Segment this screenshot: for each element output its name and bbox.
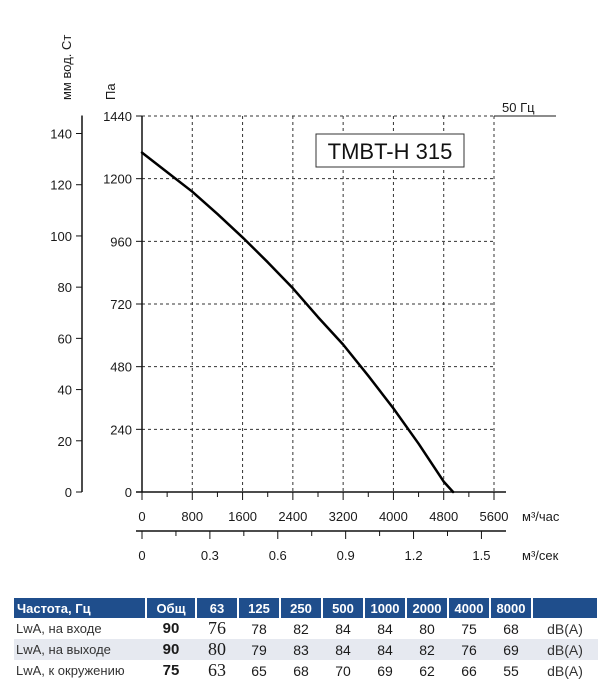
y2-tick-label: 60 [58, 331, 72, 346]
y-tick-label: 1200 [103, 172, 132, 187]
chart-title: TMBT-H 315 [328, 139, 453, 164]
y-tick-label: 0 [125, 485, 132, 500]
x2-tick-label: 0.6 [269, 548, 287, 563]
header-63: 63 [196, 598, 239, 618]
y-axis-title: Па [103, 83, 118, 100]
x2-tick-label: 0.3 [201, 548, 219, 563]
cell-value: 82 [293, 620, 309, 637]
cell-value: 69 [490, 639, 532, 660]
x-axis-m3h: 0 800 1600 2400 3200 4000 4800 5600 [138, 492, 508, 524]
cell-value: 84 [364, 639, 406, 660]
header-2000: 2000 [406, 598, 449, 618]
cell-value: 69 [377, 662, 393, 679]
series-layer [140, 151, 455, 494]
cell-value: 62 [419, 662, 435, 679]
y-tick-label: 960 [110, 234, 132, 249]
y2-tick-label: 100 [50, 229, 72, 244]
cell-value: 65 [251, 662, 267, 679]
cell-value: 68 [293, 662, 309, 679]
table-header-row: Частота, Гц Общ 63 125 250 500 1000 2000… [14, 598, 599, 618]
row-label: LwA, на выходе [14, 639, 146, 660]
cell-unit: dB(A) [547, 662, 583, 679]
y2-tick-label: 0 [65, 485, 72, 500]
cell-value: 75 [461, 620, 477, 637]
cell-total: 90 [146, 639, 196, 660]
row-label: LwA, к окружению [16, 663, 125, 678]
header-125: 125 [238, 598, 281, 618]
x-tick-label: 3200 [329, 509, 358, 524]
cell-value: 55 [503, 662, 519, 679]
x-tick-label: 4800 [429, 509, 458, 524]
header-250: 250 [280, 598, 323, 618]
model-label-box [315, 133, 465, 168]
x-axis-m3s: 0 0.3 0.6 0.9 1.2 1.5 [136, 530, 506, 563]
grid [142, 115, 495, 492]
row-label: LwA, на входе [16, 621, 102, 636]
cell-value: 82 [406, 639, 448, 660]
header-4000: 4000 [448, 598, 491, 618]
x-tick-label: 5600 [480, 509, 509, 524]
table-row: LwA, на выходе 90 80 79 83 84 84 82 76 69 dB(A) [14, 639, 598, 660]
cell-value: 76 [208, 618, 226, 638]
y2-tick-label: 80 [58, 280, 72, 295]
x2-tick-label: 0 [138, 548, 145, 563]
header-total: Общ [146, 598, 197, 618]
fan-curve-chart: 0 240 480 720 960 1200 1440 0 20 40 60 80 100 120 140… [50, 35, 560, 563]
cell-value: 80 [196, 639, 238, 660]
cell-value: 84 [322, 639, 364, 660]
performance-curve [140, 151, 455, 494]
y-tick-label: 720 [110, 297, 132, 312]
y2-tick-label: 40 [58, 383, 72, 398]
cell-total: 90 [162, 620, 180, 637]
x2-tick-label: 1.5 [472, 548, 490, 563]
table-row: LwA, на входе 90 76 78 82 84 84 80 75 68 dB(A) [14, 618, 598, 639]
x-tick-label: 2400 [278, 509, 307, 524]
x2-tick-label: 1.2 [405, 548, 423, 563]
y-axis-pa: 0 240 480 720 960 1200 1440 [103, 109, 142, 500]
cell-unit: dB(A) [547, 620, 583, 637]
cell-value: 66 [461, 662, 477, 679]
cell-value: 63 [208, 660, 226, 680]
y2-tick-label: 20 [58, 434, 72, 449]
table-row: LwA, к окружению 75 63 65 68 70 69 62 66 55 dB(A) [14, 660, 598, 681]
cell-value: 79 [238, 639, 280, 660]
header-500: 500 [322, 598, 365, 618]
y2-tick-label: 120 [50, 178, 72, 193]
y-tick-label: 480 [110, 360, 132, 375]
y-axis-mm: 0 20 40 60 80 100 120 140 [50, 115, 83, 500]
cell-value: 78 [251, 620, 267, 637]
y2-tick-label: 140 [50, 127, 72, 142]
cell-value: 76 [448, 639, 490, 660]
x-tick-label: 1600 [228, 509, 257, 524]
header-frequency: Частота, Гц [14, 598, 147, 618]
cell-total: 75 [162, 662, 180, 679]
cell-value: 70 [335, 662, 351, 679]
cell-value: 80 [419, 620, 435, 637]
sound-spectrum-table: Частота, Гц Общ 63 125 250 500 1000 2000… [14, 598, 599, 681]
cell-value: 84 [335, 620, 351, 637]
x-tick-label: 4000 [379, 509, 408, 524]
cell-value: 83 [280, 639, 322, 660]
frequency-label: 50 Гц [502, 100, 535, 115]
header-8000: 8000 [490, 598, 533, 618]
x2-axis-title: м³/сек [522, 548, 559, 563]
y-tick-label: 1440 [103, 109, 132, 124]
header-1000: 1000 [364, 598, 407, 618]
cell-value: 68 [503, 620, 519, 637]
header-unit [532, 598, 599, 618]
x2-tick-label: 0.9 [337, 548, 355, 563]
x-axis-title: м³/час [522, 509, 560, 524]
cell-value: 84 [377, 620, 393, 637]
cell-unit: dB(A) [532, 639, 598, 660]
left-axis-title: мм вод. Ст [59, 35, 74, 100]
x-tick-label: 0 [138, 509, 145, 524]
x-tick-label: 800 [181, 509, 203, 524]
y-tick-label: 240 [110, 422, 132, 437]
